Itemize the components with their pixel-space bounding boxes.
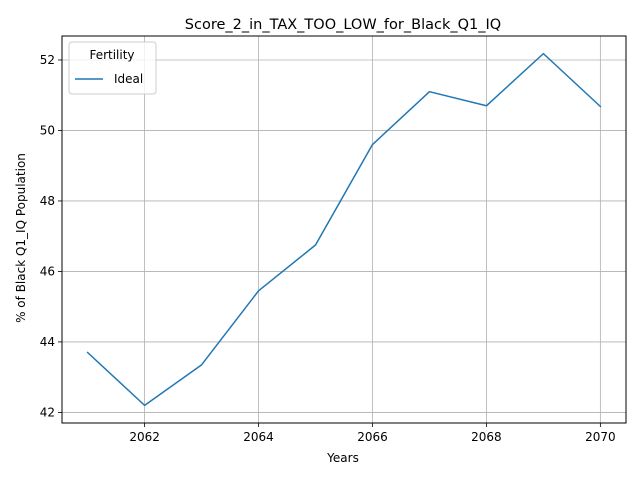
x-tick-label: 2068	[471, 430, 502, 444]
x-tick-label: 2064	[243, 430, 274, 444]
y-tick-label: 44	[40, 335, 55, 349]
x-tick-label: 2062	[129, 430, 160, 444]
x-tick-label: 2070	[585, 430, 616, 444]
x-tick-label: 2066	[357, 430, 388, 444]
y-tick-label: 52	[40, 53, 55, 67]
legend-box	[68, 41, 157, 95]
legend-title: Fertility	[89, 48, 134, 62]
y-tick-label: 42	[40, 405, 55, 419]
grid-lines	[62, 36, 626, 423]
legend: Fertility Ideal	[68, 41, 157, 95]
legend-label-ideal: Ideal	[114, 72, 143, 86]
y-axis-label: % of Black Q1_IQ Population	[14, 153, 28, 323]
chart-title: Score_2_in_TAX_TOO_LOW_for_Black_Q1_IQ	[185, 17, 501, 33]
y-tick-label: 50	[40, 123, 55, 137]
series-layer	[86, 52, 602, 407]
y-tick-label: 46	[40, 264, 55, 278]
series-line-ideal	[86, 52, 602, 407]
y-tick-label: 48	[40, 194, 55, 208]
x-axis-label: Years	[326, 451, 359, 465]
axis-ticks: 2062 2064 2066 2068 2070 42 44 46 48 50 52	[40, 53, 616, 444]
plot-frame	[61, 35, 627, 424]
